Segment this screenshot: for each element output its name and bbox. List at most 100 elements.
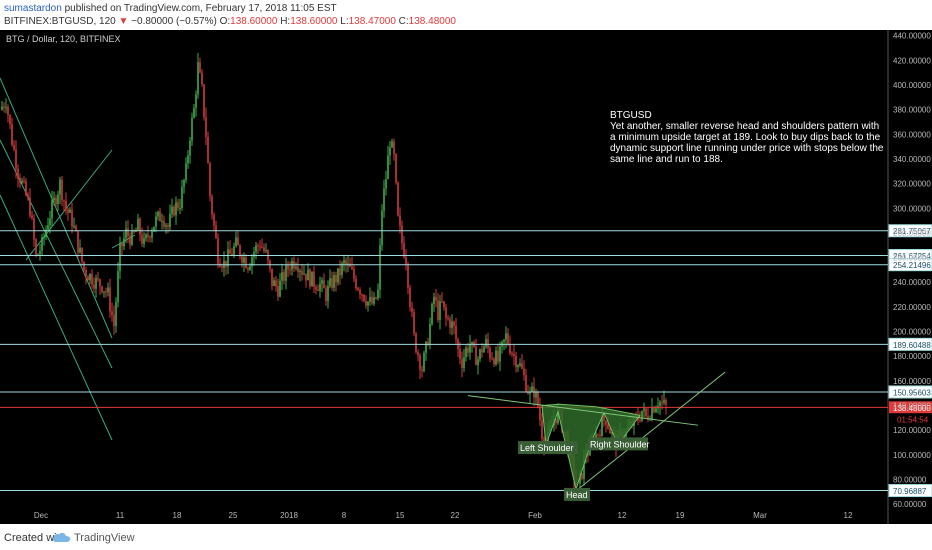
candle-body <box>493 359 495 365</box>
y-tick-label: 240.00000 <box>893 278 931 287</box>
candle-body <box>65 201 67 210</box>
candle-body <box>247 267 249 270</box>
candle-body <box>343 260 345 264</box>
candle-body <box>243 257 245 263</box>
candle-body <box>67 209 69 213</box>
candle-body <box>443 301 445 308</box>
y-tick-label: 200.00000 <box>893 328 931 337</box>
y-tick-label: 260.00000 <box>893 254 931 263</box>
candle-body <box>445 307 447 318</box>
candle-body <box>299 270 301 272</box>
candle-body <box>347 263 349 265</box>
candle-body <box>435 296 437 301</box>
candle-body <box>355 278 357 289</box>
candle-body <box>103 291 105 293</box>
annotation-line: same line and run to 188. <box>610 154 723 165</box>
candle-body <box>653 407 655 413</box>
candle-body <box>371 296 373 304</box>
candle-body <box>333 275 335 288</box>
candle-body <box>373 297 375 304</box>
candle-body <box>211 196 213 215</box>
candle-body <box>61 179 63 201</box>
candle-body <box>665 400 667 405</box>
candle-body <box>397 182 399 216</box>
candle-body <box>5 107 7 109</box>
candle-body <box>459 348 461 360</box>
candle-body <box>185 163 187 181</box>
candle-body <box>17 168 19 178</box>
candle-body <box>395 154 397 183</box>
candle-body <box>367 301 369 306</box>
candle-body <box>521 363 523 369</box>
price-axis[interactable] <box>888 30 932 524</box>
candle-body <box>241 256 243 263</box>
candle-body <box>195 94 197 108</box>
candle-body <box>31 215 33 219</box>
candle-body <box>661 402 663 404</box>
y-tick-label: 100.00000 <box>893 451 931 460</box>
publish-info: sumastardon published on TradingView.com… <box>4 3 337 14</box>
candle-body <box>63 200 65 202</box>
close-value: 138.48000 <box>408 16 456 27</box>
candle-body <box>391 141 393 148</box>
candle-body <box>525 374 527 392</box>
candle-body <box>287 264 289 270</box>
ohlc-info: BITFINEX:BTGUSD, 120 ▼ −0.80000 (−0.57%)… <box>4 16 456 27</box>
plot-area[interactable] <box>0 30 888 524</box>
high-label: H: <box>280 16 291 27</box>
candle-body <box>603 415 605 421</box>
candle-body <box>173 206 175 216</box>
candle-body <box>529 391 531 394</box>
x-tick-label: 12 <box>618 511 627 520</box>
candle-body <box>361 294 363 296</box>
candle-body <box>425 341 427 353</box>
price-chart[interactable]: BTG / Dollar, 120, BITFINEX 281.75067 261… <box>0 30 932 524</box>
candle-body <box>203 84 205 118</box>
candle-body <box>643 408 645 411</box>
candle-body <box>415 333 417 353</box>
candle-body <box>107 287 109 293</box>
level-label: 254.21496 <box>893 261 931 270</box>
candle-body <box>639 420 641 422</box>
candle-body <box>321 280 323 284</box>
candle-body <box>421 369 423 371</box>
candle-body <box>261 246 263 248</box>
x-tick-label: 15 <box>396 511 405 520</box>
x-tick-label: 2018 <box>280 511 298 520</box>
candle-body <box>297 267 299 272</box>
candle-body <box>289 269 291 271</box>
author-link[interactable]: sumastardon <box>4 3 62 14</box>
candle-body <box>651 407 653 419</box>
candle-body <box>581 473 583 479</box>
candle-body <box>91 273 93 285</box>
candle-body <box>93 284 95 289</box>
low-value: 138.47000 <box>348 16 396 27</box>
candle-body <box>363 294 365 301</box>
candle-body <box>611 431 613 434</box>
candle-body <box>375 297 377 299</box>
candle-body <box>331 278 333 288</box>
tradingview-cloud-icon <box>52 532 71 542</box>
candle-body <box>251 257 253 267</box>
candle-body <box>45 229 47 238</box>
candle-body <box>127 228 129 236</box>
level-label: 189.60488 <box>893 341 931 350</box>
candle-body <box>465 347 467 358</box>
candle-body <box>325 288 327 301</box>
candle-body <box>25 181 27 196</box>
candle-body <box>497 350 499 362</box>
candle-body <box>57 194 59 205</box>
candle-body <box>535 392 537 398</box>
y-tick-label: 80.00000 <box>893 475 927 484</box>
candle-body <box>155 216 157 227</box>
pattern-label: Left Shoulder <box>520 443 574 453</box>
x-tick-label: 8 <box>342 511 347 520</box>
candle-body <box>199 62 201 73</box>
candle-body <box>383 188 385 211</box>
candle-body <box>339 268 341 276</box>
candle-body <box>257 245 259 247</box>
candle-body <box>221 266 223 268</box>
tradingview-brand[interactable]: TradingView <box>74 532 135 544</box>
candle-body <box>245 257 247 268</box>
change-arrow-icon: ▼ <box>118 16 129 27</box>
